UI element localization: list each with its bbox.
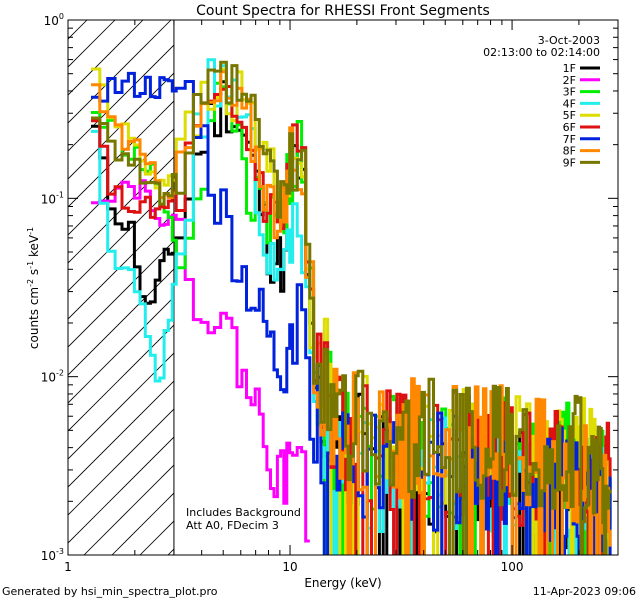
hatch-line [68, 72, 174, 180]
hatch-line [68, 212, 174, 320]
series-9F-line [91, 60, 612, 555]
hatch-line [0, 20, 3, 555]
y-axis: 100 10-1 10-2 10-3 [41, 12, 618, 563]
hatch-line [68, 436, 174, 544]
time-range-label: 02:13:00 to 02:14:00 [483, 46, 600, 59]
date-label: 3-Oct-2003 [538, 34, 600, 47]
legend-label-9F: 9F [563, 156, 576, 169]
plot-frame [67, 19, 619, 556]
legend-label-7F: 7F [563, 133, 576, 146]
hatch-line [68, 352, 174, 460]
annotation-attenuator: Att A0, FDecim 3 [186, 519, 279, 532]
hatch-line [68, 20, 116, 68]
legend-label-2F: 2F [563, 74, 576, 87]
legend-label-5F: 5F [563, 109, 576, 122]
hatch-line [68, 44, 174, 152]
legend-label-6F: 6F [563, 121, 576, 134]
x-tick-label: 1 [64, 560, 72, 574]
hatch-line [68, 184, 174, 292]
legend-label-8F: 8F [563, 145, 576, 158]
hatch-line [68, 408, 174, 516]
hatch-line [83, 464, 174, 555]
series-layer [91, 58, 612, 555]
y-tick-label: 10-3 [41, 547, 64, 563]
y-tick-label: 10-2 [41, 369, 64, 385]
hatch-line [68, 20, 172, 124]
legend-label-1F: 1F [563, 62, 576, 75]
y-axis-label: counts cm-2 s-1 keV-1 [26, 227, 41, 349]
x-tick-label: 10 [282, 560, 297, 574]
annotation-background: Includes Background [186, 506, 301, 519]
y-tick-label: 10-1 [41, 190, 64, 206]
legend-label-4F: 4F [563, 97, 576, 110]
y-tick-label: 100 [44, 12, 64, 28]
hatch-line [616, 20, 640, 555]
hatch-line [68, 240, 174, 348]
hatch-line [68, 100, 174, 208]
hatch-line [68, 380, 174, 488]
legend-label-3F: 3F [563, 86, 576, 99]
timestamp-footer: 11-Apr-2023 09:06 [532, 585, 636, 598]
hatch-line [68, 20, 88, 40]
x-axis-label: Energy (keV) [304, 576, 381, 590]
x-tick-label: 100 [501, 560, 524, 574]
chart-title: Count Spectra for RHESSI Front Segments [196, 3, 490, 19]
x-axis: 1 10 100 [64, 20, 619, 574]
generated-by-footer: Generated by hsi_min_spectra_plot.pro [2, 585, 218, 598]
